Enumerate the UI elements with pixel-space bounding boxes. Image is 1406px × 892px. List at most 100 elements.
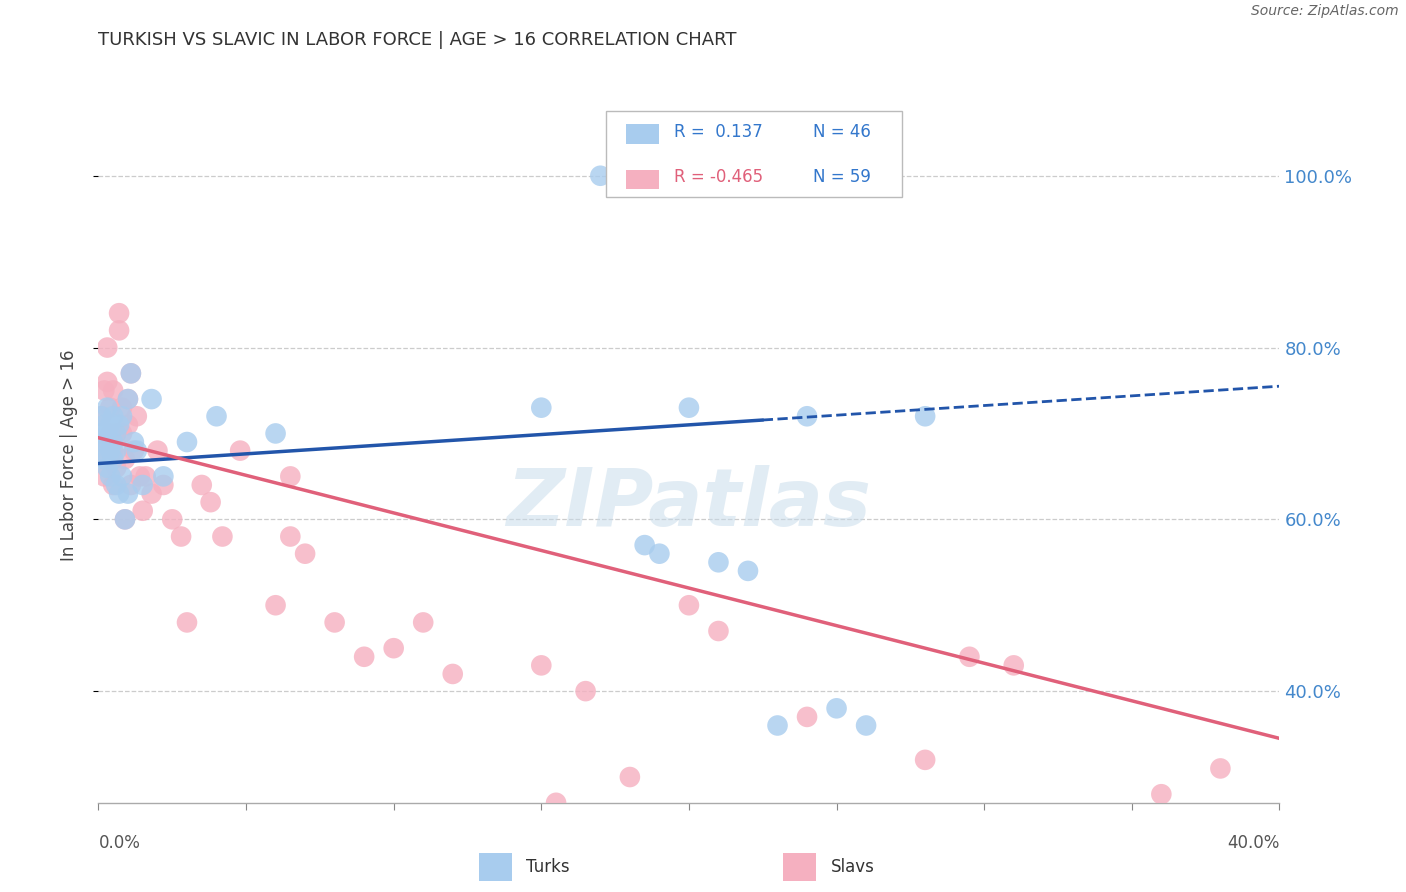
Point	[108, 417, 131, 432]
Point	[90, 443, 112, 458]
Point	[105, 426, 128, 441]
Point	[108, 486, 131, 500]
Point	[152, 478, 174, 492]
Text: N = 59: N = 59	[813, 169, 870, 186]
Point	[574, 684, 596, 698]
Point	[546, 796, 568, 810]
Point	[93, 469, 115, 483]
Point	[141, 486, 163, 500]
Point	[530, 401, 553, 415]
Point	[229, 443, 252, 458]
Point	[111, 469, 134, 483]
Point	[114, 452, 136, 467]
Point	[98, 401, 121, 415]
Point	[441, 667, 464, 681]
Point	[111, 426, 134, 441]
Point	[825, 701, 848, 715]
Point	[619, 770, 641, 784]
Point	[855, 718, 877, 732]
Point	[117, 392, 139, 406]
Point	[128, 469, 150, 483]
Point	[103, 384, 125, 398]
Point	[98, 426, 121, 441]
Point	[1150, 787, 1173, 801]
Text: N = 46: N = 46	[813, 123, 870, 141]
Point	[120, 478, 142, 492]
Point	[93, 435, 115, 450]
Point	[170, 529, 193, 543]
Point	[278, 529, 302, 543]
Point	[103, 409, 125, 424]
Point	[96, 426, 118, 441]
FancyBboxPatch shape	[783, 853, 817, 880]
Point	[152, 469, 174, 483]
Point	[111, 401, 134, 415]
Point	[294, 547, 316, 561]
Point	[162, 512, 183, 526]
Point	[176, 615, 198, 630]
Text: Turks: Turks	[526, 858, 569, 876]
Point	[914, 409, 936, 424]
Point	[105, 426, 128, 441]
Point	[707, 624, 730, 638]
Text: Source: ZipAtlas.com: Source: ZipAtlas.com	[1251, 4, 1399, 19]
FancyBboxPatch shape	[606, 111, 901, 197]
Point	[766, 718, 789, 732]
Point	[796, 710, 818, 724]
Point	[120, 367, 142, 381]
Point	[176, 435, 198, 450]
Point	[105, 460, 128, 475]
Point	[1209, 761, 1232, 775]
Text: 0.0%: 0.0%	[98, 834, 141, 852]
Point	[90, 409, 112, 424]
Point	[103, 443, 125, 458]
FancyBboxPatch shape	[626, 124, 659, 144]
Point	[114, 512, 136, 526]
Point	[93, 384, 115, 398]
Point	[205, 409, 228, 424]
Point	[120, 367, 142, 381]
Point	[105, 478, 128, 492]
Point	[796, 409, 818, 424]
Text: R =  0.137: R = 0.137	[673, 123, 762, 141]
FancyBboxPatch shape	[478, 853, 512, 880]
Point	[200, 495, 222, 509]
Point	[103, 435, 125, 450]
Text: TURKISH VS SLAVIC IN LABOR FORCE | AGE > 16 CORRELATION CHART: TURKISH VS SLAVIC IN LABOR FORCE | AGE >…	[98, 31, 737, 49]
Point	[191, 478, 214, 492]
Point	[103, 478, 125, 492]
Point	[111, 409, 134, 424]
Point	[98, 469, 121, 483]
Point	[90, 443, 112, 458]
Text: R = -0.465: R = -0.465	[673, 169, 762, 186]
Point	[278, 469, 302, 483]
Point	[264, 426, 287, 441]
Point	[117, 486, 139, 500]
Point	[96, 460, 118, 475]
Point	[98, 443, 121, 458]
Point	[737, 564, 759, 578]
Point	[707, 555, 730, 569]
Point	[135, 469, 157, 483]
Point	[264, 599, 287, 613]
Point	[117, 392, 139, 406]
FancyBboxPatch shape	[626, 169, 659, 189]
Point	[125, 443, 148, 458]
Point	[96, 375, 118, 389]
Point	[114, 512, 136, 526]
Point	[323, 615, 346, 630]
Point	[211, 529, 233, 543]
Point	[117, 417, 139, 432]
Point	[959, 649, 981, 664]
Point	[122, 443, 145, 458]
Point	[132, 478, 155, 492]
Point	[412, 615, 434, 630]
Point	[90, 409, 112, 424]
Text: Slavs: Slavs	[831, 858, 875, 876]
Point	[1002, 658, 1025, 673]
Point	[353, 649, 375, 664]
Text: ZIPatlas: ZIPatlas	[506, 465, 872, 542]
Point	[382, 641, 405, 656]
Point	[914, 753, 936, 767]
Point	[648, 547, 671, 561]
